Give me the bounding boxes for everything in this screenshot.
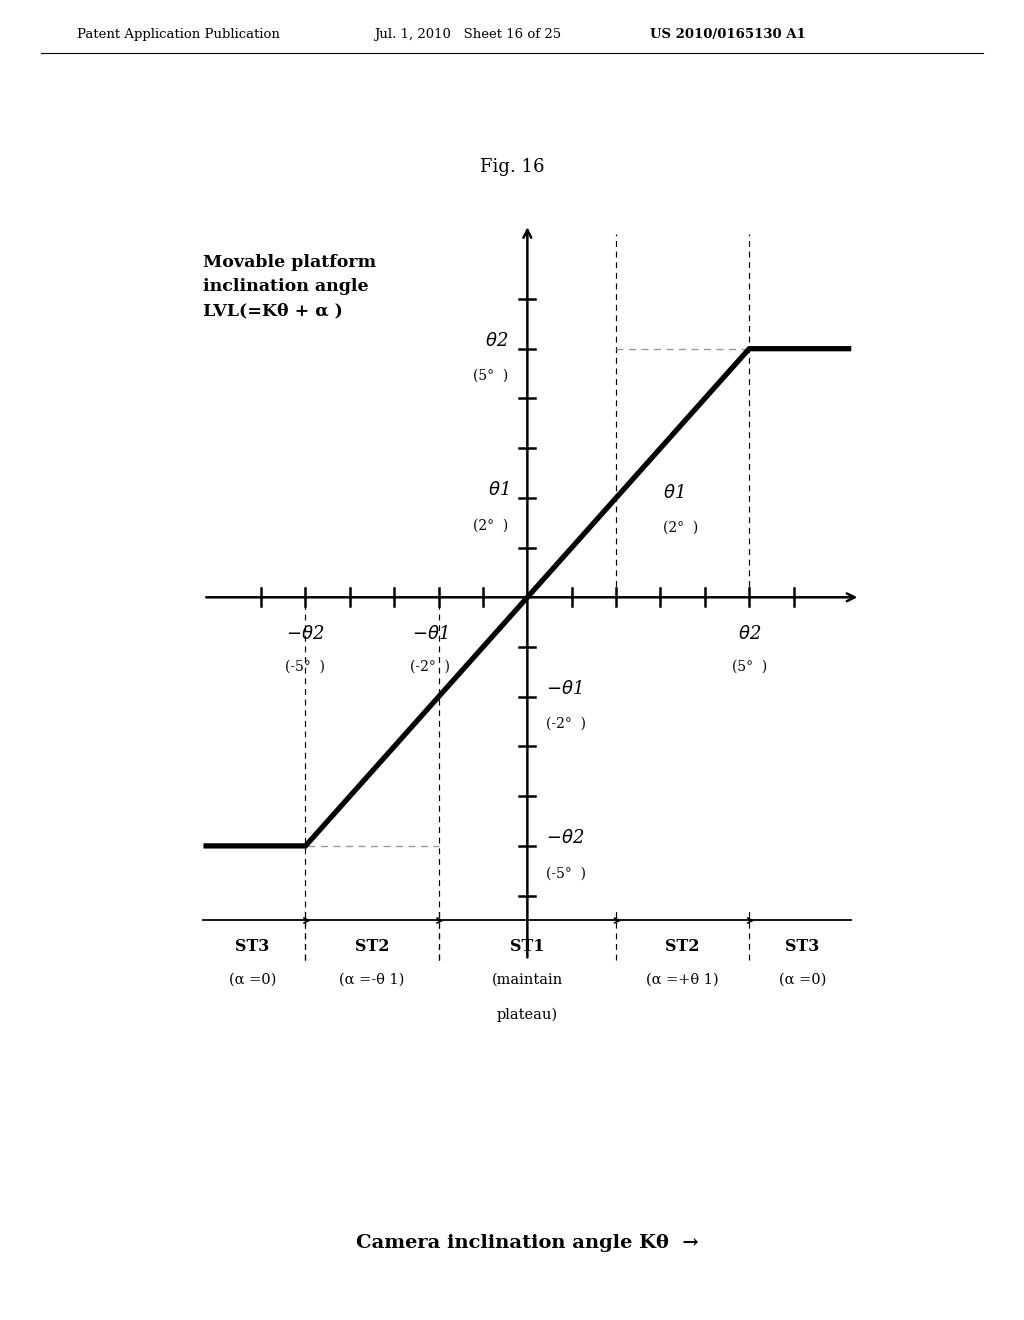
Text: (-5°  ): (-5° ) bbox=[286, 660, 326, 673]
Text: (5°  ): (5° ) bbox=[731, 660, 767, 673]
Text: (-5°  ): (-5° ) bbox=[546, 866, 586, 880]
Text: (α =0): (α =0) bbox=[228, 973, 275, 986]
Text: (5°  ): (5° ) bbox=[473, 370, 509, 383]
Text: $-\theta$1: $-\theta$1 bbox=[412, 624, 447, 643]
Text: (2°  ): (2° ) bbox=[473, 519, 509, 532]
Text: $\theta$2: $\theta$2 bbox=[737, 624, 761, 643]
Text: Movable platform
inclination angle
LVL(=Kθ + α ): Movable platform inclination angle LVL(=… bbox=[204, 255, 377, 319]
Text: ST3: ST3 bbox=[785, 939, 819, 954]
Text: Fig. 16: Fig. 16 bbox=[480, 157, 544, 176]
Text: ST2: ST2 bbox=[666, 939, 700, 954]
Text: $-\theta$1: $-\theta$1 bbox=[546, 680, 582, 698]
Text: Jul. 1, 2010   Sheet 16 of 25: Jul. 1, 2010 Sheet 16 of 25 bbox=[374, 28, 561, 41]
Text: (α =+θ 1): (α =+θ 1) bbox=[646, 973, 719, 986]
Text: $\theta$1: $\theta$1 bbox=[663, 484, 684, 502]
Text: Camera inclination angle Kθ  →: Camera inclination angle Kθ → bbox=[356, 1234, 698, 1253]
Text: (2°  ): (2° ) bbox=[663, 520, 698, 535]
Text: (-2°  ): (-2° ) bbox=[410, 660, 450, 673]
Text: ST1: ST1 bbox=[510, 939, 545, 954]
Text: $-\theta$2: $-\theta$2 bbox=[287, 624, 325, 643]
Text: ST2: ST2 bbox=[354, 939, 389, 954]
Text: $\theta$2: $\theta$2 bbox=[485, 333, 509, 350]
Text: plateau): plateau) bbox=[497, 1007, 558, 1022]
Text: Patent Application Publication: Patent Application Publication bbox=[77, 28, 280, 41]
Text: $\theta$1: $\theta$1 bbox=[487, 482, 509, 499]
Text: US 2010/0165130 A1: US 2010/0165130 A1 bbox=[650, 28, 806, 41]
Text: (α =0): (α =0) bbox=[779, 973, 826, 986]
Text: ST3: ST3 bbox=[236, 939, 269, 954]
Text: (α =-θ 1): (α =-θ 1) bbox=[339, 973, 404, 986]
Text: (maintain: (maintain bbox=[492, 973, 563, 986]
Text: $-\theta$2: $-\theta$2 bbox=[546, 829, 585, 847]
Text: (-2°  ): (-2° ) bbox=[546, 717, 586, 731]
